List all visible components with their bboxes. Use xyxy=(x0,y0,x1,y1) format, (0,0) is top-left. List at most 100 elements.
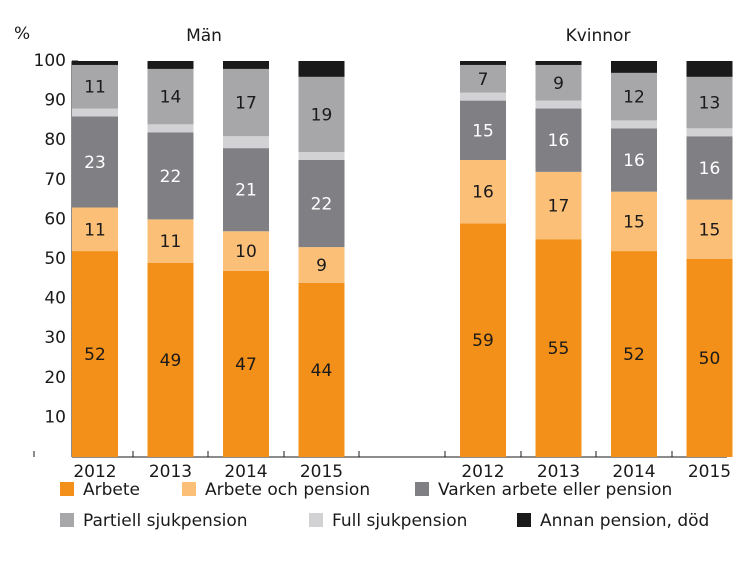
y-tick-label: 80 xyxy=(44,130,66,150)
legend-label: Partiell sjukpension xyxy=(83,511,248,531)
y-tick-label: 60 xyxy=(44,209,66,229)
legend-label: Arbete xyxy=(83,480,140,500)
data-label: 23 xyxy=(84,153,106,173)
legend-label: Full sjukpension xyxy=(332,511,467,531)
bar-segment xyxy=(72,251,118,457)
data-label: 22 xyxy=(160,167,182,187)
data-label: 44 xyxy=(311,361,333,381)
data-label: 15 xyxy=(472,121,494,141)
data-label: 15 xyxy=(623,212,645,232)
data-label: 10 xyxy=(235,242,257,262)
data-label: 17 xyxy=(548,197,570,217)
bar-segment xyxy=(535,64,582,101)
y-tick-label: 90 xyxy=(44,91,66,111)
bar-segment xyxy=(223,231,269,271)
data-label: 52 xyxy=(623,345,645,365)
x-tick-label: 2014 xyxy=(224,462,267,482)
bar-segment xyxy=(72,64,118,109)
data-label: 9 xyxy=(316,256,327,276)
data-label: 16 xyxy=(699,159,721,179)
bar-segment xyxy=(611,120,657,129)
bar-segment xyxy=(298,282,345,457)
data-label: 11 xyxy=(84,220,106,240)
data-label: 15 xyxy=(699,220,721,240)
y-tick-label: 40 xyxy=(44,289,66,309)
bar-segment xyxy=(147,262,194,457)
data-label: 16 xyxy=(623,151,645,171)
y-tick-label: 10 xyxy=(44,407,66,427)
data-label: 7 xyxy=(478,70,489,90)
bar-segment xyxy=(611,61,657,73)
bar-segment xyxy=(147,61,194,69)
bar-segment xyxy=(535,108,582,172)
bar-segment xyxy=(535,61,582,65)
bar-segment xyxy=(686,61,733,77)
bar-segment xyxy=(686,128,733,137)
bar-segment xyxy=(223,61,269,69)
x-tick-label: 2014 xyxy=(612,462,655,482)
x-tick-label: 2015 xyxy=(688,462,731,482)
bar-segment xyxy=(611,72,657,121)
bar-segment xyxy=(223,68,269,137)
bar-segment xyxy=(686,199,733,259)
y-tick-label: 30 xyxy=(44,328,66,348)
legend-swatch xyxy=(182,482,196,496)
legend-swatch xyxy=(309,513,323,527)
x-tick-label: 2012 xyxy=(461,462,504,482)
bar-segment xyxy=(535,100,582,109)
bar-segment xyxy=(611,128,657,192)
data-label: 49 xyxy=(160,351,182,371)
bar-segment xyxy=(686,259,733,457)
y-tick-label: 70 xyxy=(44,170,66,190)
bar-segment xyxy=(298,61,345,77)
data-label: 21 xyxy=(235,181,257,201)
group-label: Kvinnor xyxy=(566,26,631,46)
bar-segment xyxy=(223,148,269,232)
y-axis-label: % xyxy=(14,24,30,44)
data-label: 47 xyxy=(235,355,257,375)
bar-segment xyxy=(460,92,506,101)
bar-segment xyxy=(147,124,194,133)
bar-segment xyxy=(298,160,345,248)
data-label: 22 xyxy=(311,195,333,215)
bar-segment xyxy=(686,136,733,200)
y-tick-label: 20 xyxy=(44,368,66,388)
bar-segment xyxy=(460,100,506,160)
bar-segment xyxy=(223,136,269,149)
x-tick-label: 2015 xyxy=(300,462,343,482)
bar-segment xyxy=(460,61,506,65)
bar-segment xyxy=(535,239,582,457)
legend-swatch xyxy=(415,482,429,496)
legend-swatch xyxy=(60,482,74,496)
legend-label: Arbete och pension xyxy=(205,480,370,500)
legend-label: Annan pension, död xyxy=(540,511,709,531)
bar-segment xyxy=(535,171,582,240)
y-tick-label: 100 xyxy=(34,51,66,71)
data-label: 52 xyxy=(84,345,106,365)
bar-segment xyxy=(611,251,657,457)
bar-segment xyxy=(611,191,657,252)
bar-segment xyxy=(686,76,733,129)
x-tick-label: 2012 xyxy=(73,462,116,482)
bar-segment xyxy=(223,270,269,457)
bar-segment xyxy=(298,76,345,153)
bar-segment xyxy=(72,116,118,208)
data-label: 19 xyxy=(311,105,333,125)
bar-segment xyxy=(298,152,345,160)
bar-segment xyxy=(460,160,506,224)
data-label: 9 xyxy=(553,74,564,94)
bar-segment xyxy=(147,132,194,220)
data-label: 17 xyxy=(235,94,257,114)
data-label: 11 xyxy=(84,78,106,98)
group-label: Män xyxy=(186,26,222,46)
data-label: 55 xyxy=(548,339,570,359)
bar-segment xyxy=(298,247,345,283)
x-tick-label: 2013 xyxy=(149,462,192,482)
legend-swatch xyxy=(60,513,74,527)
data-label: 13 xyxy=(699,94,721,114)
data-label: 50 xyxy=(699,349,721,369)
bar-segment xyxy=(72,108,118,117)
x-tick-label: 2013 xyxy=(537,462,580,482)
data-label: 12 xyxy=(623,88,645,108)
y-tick-label: 50 xyxy=(44,249,66,269)
